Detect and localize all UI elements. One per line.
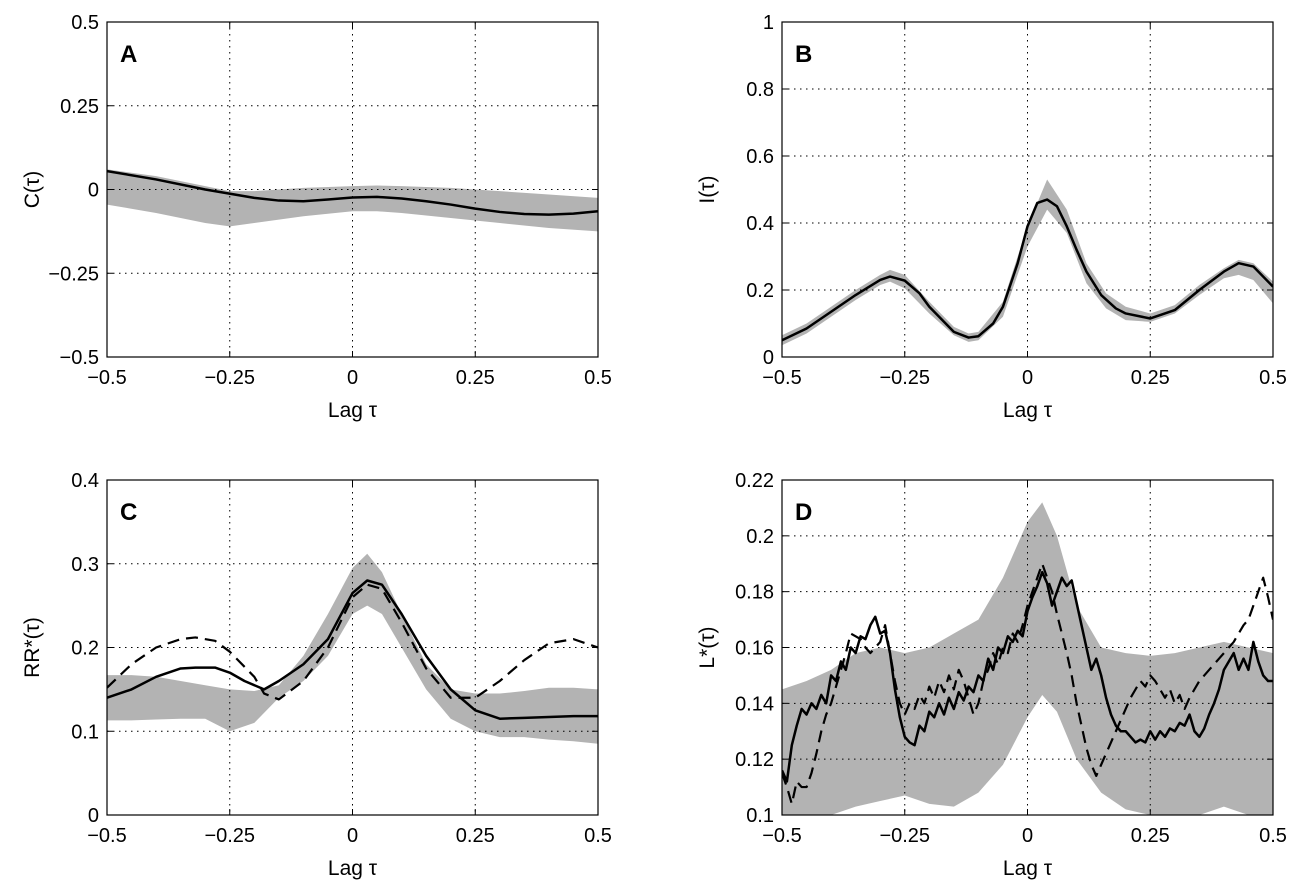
- panel-d: −0.5 −0.25 0 0.25 0.5 0.1 0.12 0.14 0.16 0.18 0.2 0…: [696, 470, 1287, 880]
- y-axis-label: C(τ): [21, 171, 44, 208]
- y-tick-label: 0.25: [60, 96, 99, 118]
- x-tick-label: −0.5: [762, 367, 801, 389]
- panel-b: −0.5 −0.25 0 0.25 0.5 0 0.2 0.4 0.6 0.8 1 Lag τ I(τ)…: [696, 12, 1287, 422]
- series-line-observed: [107, 169, 598, 216]
- y-tick-label: −0.25: [48, 263, 99, 285]
- panel-c: −0.5 −0.25 0 0.25 0.5 0 0.1 0.2 0.3 0.4 Lag τ RR*(τ…: [21, 470, 612, 880]
- x-tick-label: −0.25: [204, 825, 255, 847]
- x-tick-label: 0.25: [1131, 367, 1170, 389]
- y-tick-label: 0.5: [71, 12, 99, 34]
- x-tick-label: 0.5: [1259, 825, 1287, 847]
- y-axis-label: I(τ): [696, 175, 719, 203]
- x-tick-label: 0.25: [456, 367, 495, 389]
- y-tick-label: 0.16: [735, 638, 774, 660]
- panel-letter: C: [120, 499, 137, 526]
- series-line-observed: [782, 570, 1273, 783]
- y-tick-label: 0.6: [746, 146, 774, 168]
- panel-letter: D: [795, 499, 812, 526]
- x-tick-label: −0.25: [879, 825, 930, 847]
- x-axis-label: Lag τ: [1003, 857, 1053, 880]
- axes-frame: [781, 21, 1274, 358]
- y-tick-label: 0.3: [71, 554, 99, 576]
- y-tick-label: 0.14: [735, 693, 774, 715]
- x-tick-label: 0: [1022, 825, 1033, 847]
- x-tick-label: 0.25: [1131, 825, 1170, 847]
- y-tick-label: 0.2: [746, 526, 774, 548]
- y-tick-label: 0.2: [71, 638, 99, 660]
- y-tick-label: 0.12: [735, 749, 774, 771]
- x-tick-label: 0: [347, 825, 358, 847]
- series-line-observed: [782, 198, 1273, 342]
- x-tick-label: −0.5: [762, 825, 801, 847]
- x-tick-label: −0.25: [879, 367, 930, 389]
- y-tick-label: 1: [763, 12, 774, 34]
- y-tick-label: 0.18: [735, 582, 774, 604]
- y-tick-label: 0: [763, 347, 774, 369]
- y-tick-label: 0.1: [746, 805, 774, 827]
- x-tick-label: 0.5: [1259, 367, 1287, 389]
- panel-letter: A: [120, 41, 137, 68]
- y-tick-label: 0: [88, 180, 99, 202]
- x-axis-label: Lag τ: [328, 399, 378, 422]
- x-tick-label: 0: [1022, 367, 1033, 389]
- x-tick-label: 0.25: [456, 825, 495, 847]
- y-tick-label: 0.22: [735, 470, 774, 492]
- panel-a: −0.5 −0.25 0 0.25 0.5 −0.5 −0.25 0 0.25 0.5 Lag τ C…: [21, 12, 612, 422]
- y-tick-label: 0: [88, 805, 99, 827]
- x-tick-label: −0.25: [204, 367, 255, 389]
- y-axis-label: RR*(τ): [21, 617, 44, 678]
- y-tick-label: 0.4: [71, 470, 99, 492]
- y-tick-label: 0.4: [746, 213, 774, 235]
- series-line-observed: [107, 579, 598, 720]
- y-tick-label: 0.2: [746, 280, 774, 302]
- x-axis-label: Lag τ: [328, 857, 378, 880]
- x-tick-label: −0.5: [87, 367, 126, 389]
- confidence-band: [107, 169, 598, 232]
- x-axis-label: Lag τ: [1003, 399, 1053, 422]
- x-tick-label: 0: [347, 367, 358, 389]
- series-line-surrogate: [107, 583, 598, 701]
- y-tick-label: 0.8: [746, 79, 774, 101]
- panel-letter: B: [795, 41, 812, 68]
- y-tick-label: 0.1: [71, 721, 99, 743]
- series-line-surrogate: [782, 562, 1273, 805]
- y-axis-label: L*(τ): [696, 626, 719, 668]
- x-tick-label: 0.5: [584, 825, 612, 847]
- x-tick-label: 0.5: [584, 367, 612, 389]
- y-tick-label: −0.5: [60, 347, 99, 369]
- axes-frame: [106, 479, 599, 816]
- x-tick-label: −0.5: [87, 825, 126, 847]
